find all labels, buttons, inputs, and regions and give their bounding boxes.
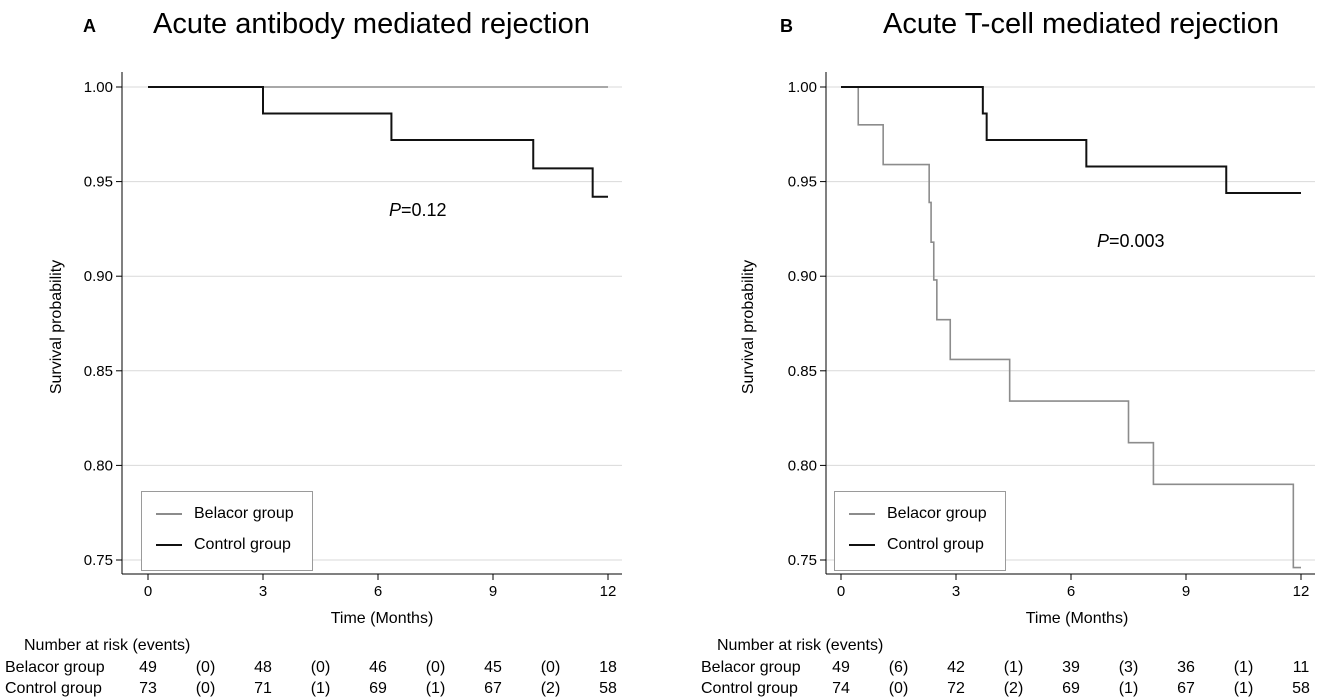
y-tick-label-a: 1.00	[84, 79, 113, 96]
risk-cell-a: (1)	[425, 680, 446, 697]
y-tick-label-b: 0.90	[788, 268, 817, 285]
series-line-control-a	[148, 86, 608, 198]
risk-cell-b: (6)	[888, 659, 909, 676]
panel-b: 0.75 0.80 0.85 0.90 0.95 1.00 0 3 6 9 12 B Acute T…	[663, 0, 1326, 699]
risk-cell-b: 42	[947, 659, 965, 676]
legend-swatch-control-b	[849, 544, 875, 546]
y-axis-label-b: Survival probability	[740, 259, 757, 395]
risk-cell-a: (0)	[425, 659, 446, 676]
chart-title-b: Acute T-cell mediated rejection	[883, 8, 1280, 40]
risk-cell-a: 58	[599, 680, 617, 697]
legend-swatch-belacor-b	[849, 513, 875, 515]
risk-cell-a: (0)	[540, 659, 561, 676]
legend-item-control-b: Control group	[849, 536, 984, 554]
risk-cell-a: 18	[599, 659, 617, 676]
p-value-b: P=0.003	[1097, 231, 1165, 251]
risk-cell-a: (2)	[540, 680, 561, 697]
y-tick-label-a: 0.85	[84, 363, 113, 380]
plot-area-a: 0.75 0.80 0.85 0.90 0.95 1.00 0 3 6 9 12	[84, 72, 622, 600]
x-tick-label-a: 9	[489, 583, 497, 600]
legend-item-belacor-a: Belacor group	[156, 505, 294, 523]
risk-cell-a: 46	[369, 659, 387, 676]
risk-cell-a: 49	[139, 659, 157, 676]
risk-cell-b: (1)	[1233, 659, 1254, 676]
risk-cell-b: 49	[832, 659, 850, 676]
risk-cell-a: 69	[369, 680, 387, 697]
risk-row-label-control-a: Control group	[5, 680, 102, 697]
legend-item-belacor-b: Belacor group	[849, 505, 987, 523]
legend-swatch-belacor-a	[156, 513, 182, 515]
risk-cell-b: 69	[1062, 680, 1080, 697]
risk-cell-a: (1)	[310, 680, 331, 697]
x-tick-label-a: 3	[259, 583, 267, 600]
risk-cell-a: (0)	[310, 659, 331, 676]
risk-cell-b: 36	[1177, 659, 1195, 676]
risk-table-title-a: Number at risk (events)	[24, 637, 191, 654]
y-tick-label-a: 0.75	[84, 552, 113, 569]
risk-cell-b: 39	[1062, 659, 1080, 676]
risk-cell-b: 67	[1177, 680, 1195, 697]
p-value-a: P=0.12	[389, 200, 447, 220]
plot-area-b: 0.75 0.80 0.85 0.90 0.95 1.00 0 3 6 9 12	[788, 72, 1315, 600]
x-tick-label-b: 9	[1182, 583, 1190, 600]
risk-cell-a: 67	[484, 680, 502, 697]
series-line-belacor-b	[841, 86, 1301, 569]
risk-cell-b: 74	[832, 680, 850, 697]
legend-swatch-control-a	[156, 544, 182, 546]
series-line-control-b	[841, 86, 1301, 194]
risk-cell-a: 48	[254, 659, 272, 676]
risk-table-title-b: Number at risk (events)	[717, 637, 884, 654]
risk-cell-b: 58	[1292, 680, 1310, 697]
y-tick-label-a: 0.95	[84, 174, 113, 191]
y-axis-label-a: Survival probability	[48, 259, 65, 395]
y-tick-label-b: 0.85	[788, 363, 817, 380]
chart-title-a: Acute antibody mediated rejection	[153, 8, 590, 40]
x-tick-label-b: 6	[1067, 583, 1075, 600]
legend-b: Belacor group Control group	[834, 491, 1006, 571]
x-tick-label-b: 0	[837, 583, 845, 600]
y-tick-label-b: 0.95	[788, 174, 817, 191]
risk-cell-b: (0)	[888, 680, 909, 697]
x-tick-label-a: 12	[600, 583, 617, 600]
legend-item-control-a: Control group	[156, 536, 291, 554]
risk-cell-b: (1)	[1118, 680, 1139, 697]
y-tick-label-a: 0.80	[84, 457, 113, 474]
x-tick-label-a: 6	[374, 583, 382, 600]
x-tick-label-b: 3	[952, 583, 960, 600]
panel-a: 0.75 0.80 0.85 0.90 0.95 1.00 0 3 6 9 12 A Acute a…	[5, 8, 622, 697]
y-tick-label-b: 0.75	[788, 552, 817, 569]
risk-row-label-belacor-a: Belacor group	[5, 659, 105, 676]
y-tick-label-b: 0.80	[788, 457, 817, 474]
panel-letter-a: A	[83, 16, 96, 36]
risk-cell-b: (3)	[1118, 659, 1139, 676]
risk-cell-a: (0)	[195, 680, 216, 697]
risk-cell-a: 71	[254, 680, 272, 697]
x-tick-label-a: 0	[144, 583, 152, 600]
risk-cell-a: 45	[484, 659, 502, 676]
legend-label-control-b: Control group	[887, 536, 984, 553]
legend-label-belacor-b: Belacor group	[887, 505, 987, 522]
risk-cell-b: 72	[947, 680, 965, 697]
x-axis-label-a: Time (Months)	[330, 610, 434, 627]
risk-cell-b: (1)	[1003, 659, 1024, 676]
y-tick-label-a: 0.90	[84, 268, 113, 285]
risk-cell-b: (2)	[1003, 680, 1024, 697]
legend-label-belacor-a: Belacor group	[194, 505, 294, 522]
risk-row-label-control-b: Control group	[701, 680, 798, 697]
risk-cell-b: 11	[1292, 659, 1310, 676]
y-tick-label-b: 1.00	[788, 79, 817, 96]
risk-cell-a: 73	[139, 680, 157, 697]
panel-letter-b: B	[780, 16, 793, 36]
x-axis-label-b: Time (Months)	[1025, 610, 1129, 627]
x-tick-label-b: 12	[1293, 583, 1310, 600]
risk-cell-a: (0)	[195, 659, 216, 676]
risk-cell-b: (1)	[1233, 680, 1254, 697]
legend-label-control-a: Control group	[194, 536, 291, 553]
risk-row-label-belacor-b: Belacor group	[701, 659, 801, 676]
legend-a: Belacor group Control group	[141, 491, 313, 571]
